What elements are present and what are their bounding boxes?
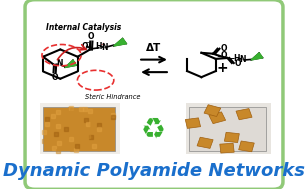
Text: H: H xyxy=(95,42,102,50)
Polygon shape xyxy=(220,143,234,153)
FancyBboxPatch shape xyxy=(43,107,115,151)
Text: H: H xyxy=(233,54,240,63)
Polygon shape xyxy=(251,53,263,60)
Text: –: – xyxy=(228,52,234,65)
Polygon shape xyxy=(239,141,254,152)
Text: O: O xyxy=(220,51,227,60)
FancyBboxPatch shape xyxy=(25,0,283,189)
Text: O: O xyxy=(221,44,227,53)
Polygon shape xyxy=(185,118,201,128)
FancyBboxPatch shape xyxy=(40,103,120,154)
Text: O: O xyxy=(88,32,95,41)
Text: O: O xyxy=(235,59,241,67)
Polygon shape xyxy=(209,112,226,124)
Text: ΔT: ΔT xyxy=(146,43,162,53)
Text: O: O xyxy=(51,73,58,82)
Polygon shape xyxy=(197,137,213,148)
FancyBboxPatch shape xyxy=(189,107,266,151)
Polygon shape xyxy=(114,38,127,46)
Polygon shape xyxy=(236,109,252,120)
Text: +: + xyxy=(100,42,105,47)
Text: N: N xyxy=(56,59,63,68)
Text: +: + xyxy=(216,61,228,75)
Text: Internal Catalysis: Internal Catalysis xyxy=(46,23,121,32)
Polygon shape xyxy=(204,105,221,116)
Text: O: O xyxy=(81,42,88,51)
Text: Dynamic Polyamide Networks: Dynamic Polyamide Networks xyxy=(3,162,305,180)
Text: Steric Hindrance: Steric Hindrance xyxy=(85,94,140,100)
Text: N: N xyxy=(239,55,245,64)
Polygon shape xyxy=(225,132,239,143)
Text: −: − xyxy=(83,40,89,46)
Polygon shape xyxy=(65,60,76,67)
Text: N: N xyxy=(101,43,107,52)
Text: ♻: ♻ xyxy=(140,115,165,143)
FancyBboxPatch shape xyxy=(186,103,271,154)
